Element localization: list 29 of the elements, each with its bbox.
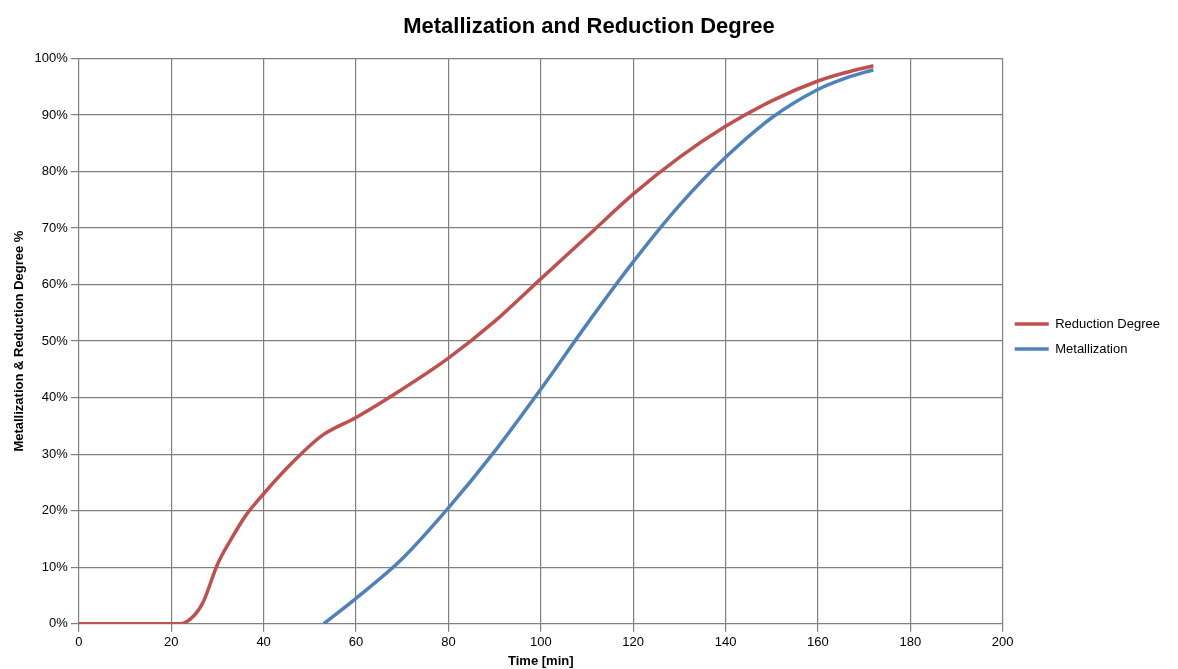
chart-title: Metallization and Reduction Degree [403,13,775,39]
legend-label: Metallization [1055,340,1128,356]
x-axis-title: Time [min] [508,652,574,668]
x-tick-label: 180 [899,634,922,650]
y-tick-label: 30% [41,445,69,461]
x-tick-label: 140 [714,634,737,650]
y-tick-label: 20% [41,502,69,518]
y-tick-label: 100% [34,49,69,65]
y-tick-label: 10% [41,558,69,574]
x-tick-label: 100 [529,634,552,650]
x-tick-label: 40 [256,634,271,650]
x-tick-label: 80 [441,634,456,650]
x-tick-label: 0 [75,634,83,650]
x-tick-label: 160 [807,634,829,650]
line-series [321,67,876,624]
y-tick-label: 90% [41,106,69,122]
y-tick-label: 70% [41,219,69,235]
x-tick-label: 20 [164,634,179,650]
x-tick-label: 200 [991,634,1014,650]
x-tick-label: 120 [622,634,645,650]
y-tick-label: 50% [41,332,69,348]
y-tick-label: 80% [41,163,69,179]
line-series [78,64,876,624]
y-tick-label: 40% [41,389,69,405]
legend-label: Reduction Degree [1055,315,1161,331]
y-tick-label: 0% [49,615,69,631]
x-tick-label: 60 [348,634,364,650]
y-tick-label: 60% [41,276,69,292]
y-axis-title: Metallization & Reduction Degree % [11,230,27,452]
